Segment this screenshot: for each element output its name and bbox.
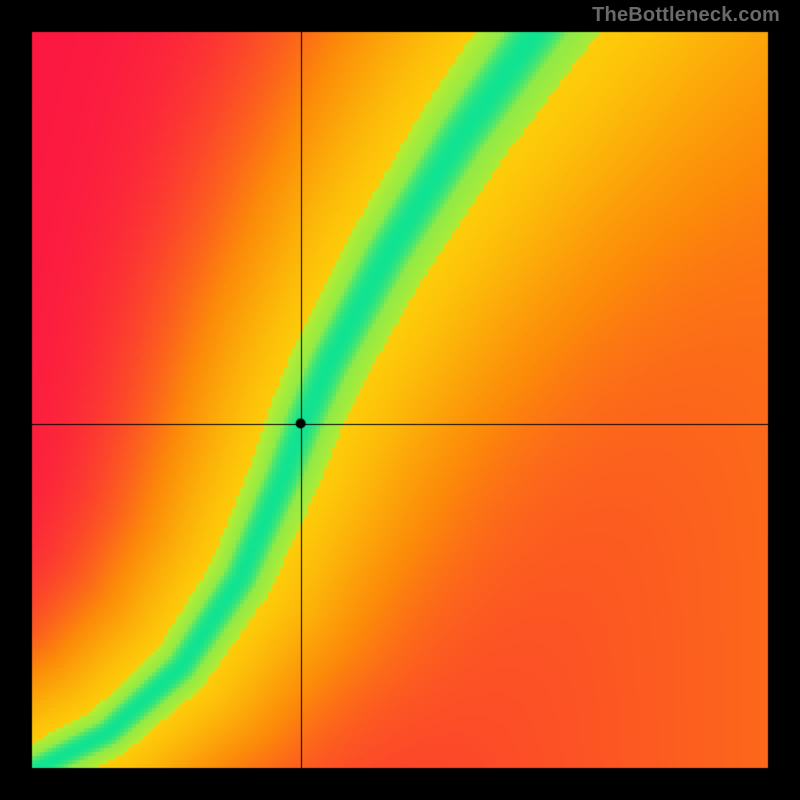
heatmap-canvas bbox=[0, 0, 800, 800]
plot-area bbox=[0, 0, 800, 800]
bottleneck-chart-container: TheBottleneck.com bbox=[0, 0, 800, 800]
watermark-text: TheBottleneck.com bbox=[592, 4, 780, 27]
